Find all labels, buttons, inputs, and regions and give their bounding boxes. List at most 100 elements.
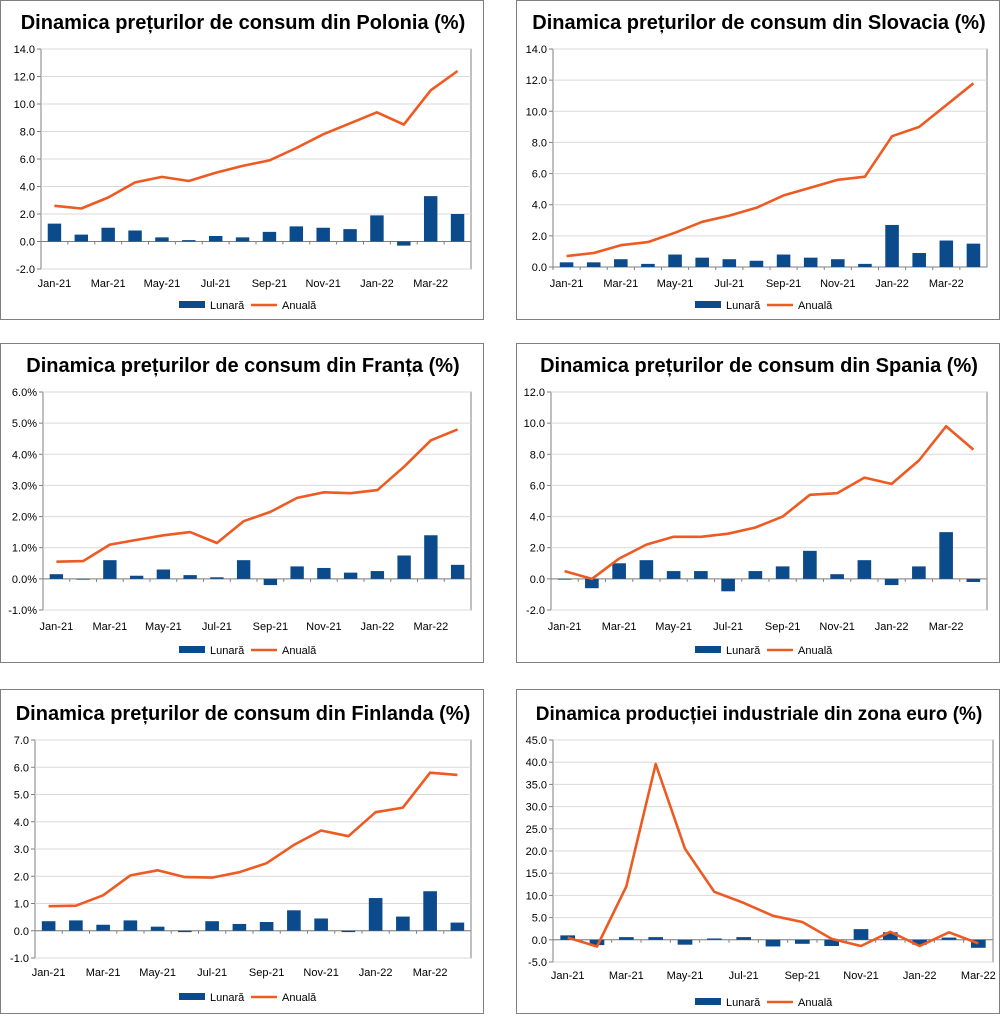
bar-monthly <box>103 560 117 579</box>
bar-monthly <box>232 923 247 931</box>
x-tick-label: Jan-21 <box>32 967 66 979</box>
x-tick-label: Jan-21 <box>551 970 585 982</box>
bar-monthly <box>368 898 383 931</box>
x-tick-label: Mar-22 <box>929 278 964 290</box>
legend-label-monthly: Lunară <box>210 992 245 1004</box>
x-tick-label: Sep-21 <box>785 970 820 982</box>
bar-monthly <box>128 230 142 242</box>
y-tick-label: 40.0 <box>526 757 547 769</box>
y-tick-label: 0.0% <box>12 574 37 586</box>
line-annual <box>567 762 979 948</box>
y-tick-label: 5.0 <box>532 913 547 925</box>
x-tick-label: Nov-21 <box>306 621 341 633</box>
bar-monthly <box>76 578 90 580</box>
bar-monthly <box>748 571 763 579</box>
bar-monthly <box>150 926 165 931</box>
chart-panel-polonia: Dinamica prețurilor de consum din Poloni… <box>0 0 484 320</box>
chart-svg-slovacia: Dinamica prețurilor de consum din Slovac… <box>526 12 988 312</box>
x-tick-label: Nov-21 <box>819 621 854 633</box>
x-tick-label: Nov-21 <box>820 278 855 290</box>
bar-monthly <box>941 937 957 940</box>
legend-label-annual: Anuală <box>282 992 317 1004</box>
bar-monthly <box>641 263 655 267</box>
bar-monthly <box>586 262 601 267</box>
bar-monthly <box>585 578 599 589</box>
y-tick-label: 4.0% <box>12 449 37 461</box>
legend-label-monthly: Lunară <box>726 645 761 657</box>
chart-title: Dinamica prețurilor de consum din Spania… <box>540 355 978 377</box>
y-tick-label: 4.0 <box>530 512 545 524</box>
y-tick-label: 6.0 <box>20 154 35 166</box>
x-tick-label: Jul-21 <box>201 278 231 290</box>
y-tick-label: 1.0 <box>14 899 29 911</box>
y-tick-label: 12.0 <box>524 387 545 399</box>
y-tick-label: 10.0 <box>526 890 547 902</box>
bar-monthly <box>803 257 818 267</box>
bar-monthly <box>424 535 438 579</box>
y-tick-label: 12.0 <box>14 72 35 84</box>
line-annual <box>48 771 458 908</box>
y-tick-label: 0.0 <box>20 237 35 249</box>
legend-swatch-monthly <box>179 301 205 308</box>
bar-monthly <box>803 550 817 579</box>
y-tick-label: 25.0 <box>526 824 547 836</box>
bar-monthly <box>47 223 62 242</box>
x-tick-label: Jan-22 <box>359 967 393 979</box>
chart-title: Dinamica prețurilor de consum din Slovac… <box>532 12 985 34</box>
y-tick-label: 8.0 <box>20 127 35 139</box>
chart-panel-finlanda: Dinamica prețurilor de consum din Finlan… <box>0 689 484 1014</box>
legend-label-annual: Anuală <box>798 997 833 1009</box>
bar-monthly <box>668 254 682 267</box>
y-tick-label: 10.0 <box>526 106 547 118</box>
bar-monthly <box>182 240 196 242</box>
chart-title: Dinamica prețurilor de consum din Poloni… <box>21 12 466 34</box>
chart-svg-productie-industriala: Dinamica producției industriale din zona… <box>526 704 996 1009</box>
x-tick-label: Mar-22 <box>961 970 996 982</box>
x-tick-label: Jul-21 <box>197 967 227 979</box>
x-tick-label: May-21 <box>144 278 181 290</box>
line-annual <box>56 428 459 563</box>
y-tick-label: 4.0 <box>14 817 29 829</box>
bar-monthly <box>912 939 927 945</box>
bar-monthly <box>831 259 845 267</box>
bar-monthly <box>857 560 872 579</box>
bar-monthly <box>129 575 144 579</box>
bar-monthly <box>589 939 605 946</box>
x-tick-label: Jan-22 <box>875 621 909 633</box>
bar-monthly <box>694 571 708 579</box>
y-tick-label: 20.0 <box>526 846 547 858</box>
bar-monthly <box>423 196 438 242</box>
y-tick-label: 45.0 <box>526 735 547 747</box>
y-tick-label: 10.0 <box>14 99 35 111</box>
bar-monthly <box>614 259 628 267</box>
bar-monthly <box>619 937 634 940</box>
y-tick-label: 2.0% <box>12 512 37 524</box>
bar-monthly <box>317 567 331 579</box>
y-tick-label: 2.0 <box>20 209 35 221</box>
bar-monthly <box>263 578 278 586</box>
chart-title: Dinamica producției industriale din zona… <box>536 704 983 725</box>
y-tick-label: -1.0 <box>10 953 29 965</box>
bar-monthly <box>314 918 328 931</box>
y-tick-label: 8.0 <box>532 137 547 149</box>
bar-monthly <box>74 234 89 242</box>
bar-monthly <box>289 226 304 242</box>
bar-monthly <box>858 263 872 267</box>
bar-monthly <box>259 922 274 931</box>
bar-monthly <box>830 574 844 579</box>
x-tick-label: Nov-21 <box>305 278 340 290</box>
bar-monthly <box>183 575 197 579</box>
bar-monthly <box>912 252 926 267</box>
x-tick-label: May-21 <box>655 621 692 633</box>
x-tick-label: Nov-21 <box>303 967 338 979</box>
bar-monthly <box>885 224 899 267</box>
y-tick-label: 6.0 <box>530 480 545 492</box>
chart-panel-slovacia: Dinamica prețurilor de consum din Slovac… <box>516 0 1000 320</box>
chart-title: Dinamica prețurilor de consum din Franța… <box>26 355 459 377</box>
line-annual <box>564 425 975 581</box>
bar-monthly <box>695 257 709 267</box>
y-tick-label: 30.0 <box>526 802 547 814</box>
y-tick-label: 0.0 <box>532 935 547 947</box>
bar-monthly <box>559 262 574 267</box>
bar-monthly <box>123 920 138 931</box>
